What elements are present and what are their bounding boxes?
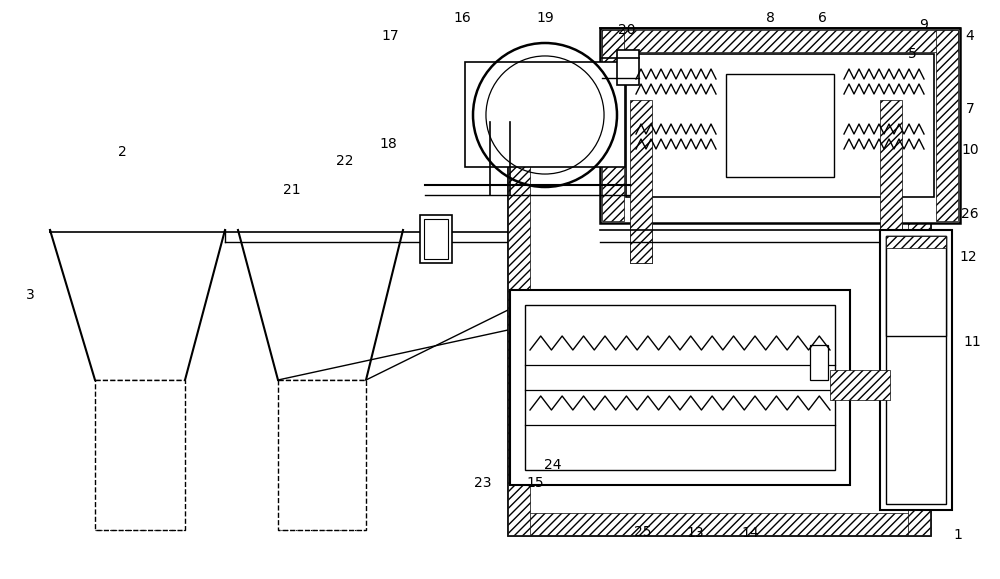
Text: 7: 7 (966, 102, 974, 116)
Text: 26: 26 (961, 207, 979, 221)
Bar (600, 28, 960, 223)
Text: 1: 1 (954, 528, 962, 542)
Text: 8: 8 (766, 11, 774, 25)
Bar (726, 74, 834, 177)
Bar (886, 236, 946, 504)
Text: 2: 2 (118, 145, 126, 159)
Text: 15: 15 (526, 476, 544, 490)
Bar (886, 236, 946, 248)
Bar (880, 243, 902, 263)
Bar (508, 100, 930, 535)
Bar (465, 62, 625, 167)
Text: 23: 23 (474, 476, 492, 490)
Bar (830, 370, 890, 400)
Text: 25: 25 (634, 525, 652, 539)
Bar (880, 100, 902, 263)
Text: 5: 5 (908, 47, 916, 61)
Text: 17: 17 (381, 29, 399, 43)
Text: 24: 24 (544, 458, 562, 472)
Bar (508, 100, 930, 122)
Bar (936, 30, 958, 221)
Bar (630, 223, 652, 243)
Text: 12: 12 (959, 250, 977, 264)
Bar (617, 50, 639, 85)
Text: 18: 18 (379, 137, 397, 151)
Bar (880, 223, 902, 243)
Text: 3: 3 (26, 288, 34, 302)
Text: 9: 9 (920, 18, 928, 32)
Bar (626, 54, 934, 197)
Bar (420, 215, 452, 263)
Text: 11: 11 (963, 335, 981, 349)
Bar (810, 345, 828, 380)
Bar (602, 30, 624, 221)
Bar (525, 305, 835, 470)
Bar (886, 236, 946, 336)
Bar (630, 243, 652, 263)
Text: 10: 10 (961, 143, 979, 157)
Text: 20: 20 (618, 23, 636, 37)
Bar (880, 230, 952, 510)
Text: 16: 16 (453, 11, 471, 25)
Text: 19: 19 (536, 11, 554, 25)
Bar (95, 380, 185, 530)
Bar (630, 100, 652, 263)
Bar (908, 100, 930, 535)
Text: 6: 6 (818, 11, 826, 25)
Bar (510, 290, 850, 485)
Bar (602, 30, 958, 52)
Text: 13: 13 (686, 526, 704, 540)
Bar (424, 219, 448, 259)
Text: 4: 4 (966, 29, 974, 43)
Text: 21: 21 (283, 183, 301, 197)
Bar (278, 380, 366, 530)
Text: 14: 14 (741, 526, 759, 540)
Bar (508, 513, 930, 535)
Text: 22: 22 (336, 154, 354, 168)
Bar (508, 100, 530, 535)
